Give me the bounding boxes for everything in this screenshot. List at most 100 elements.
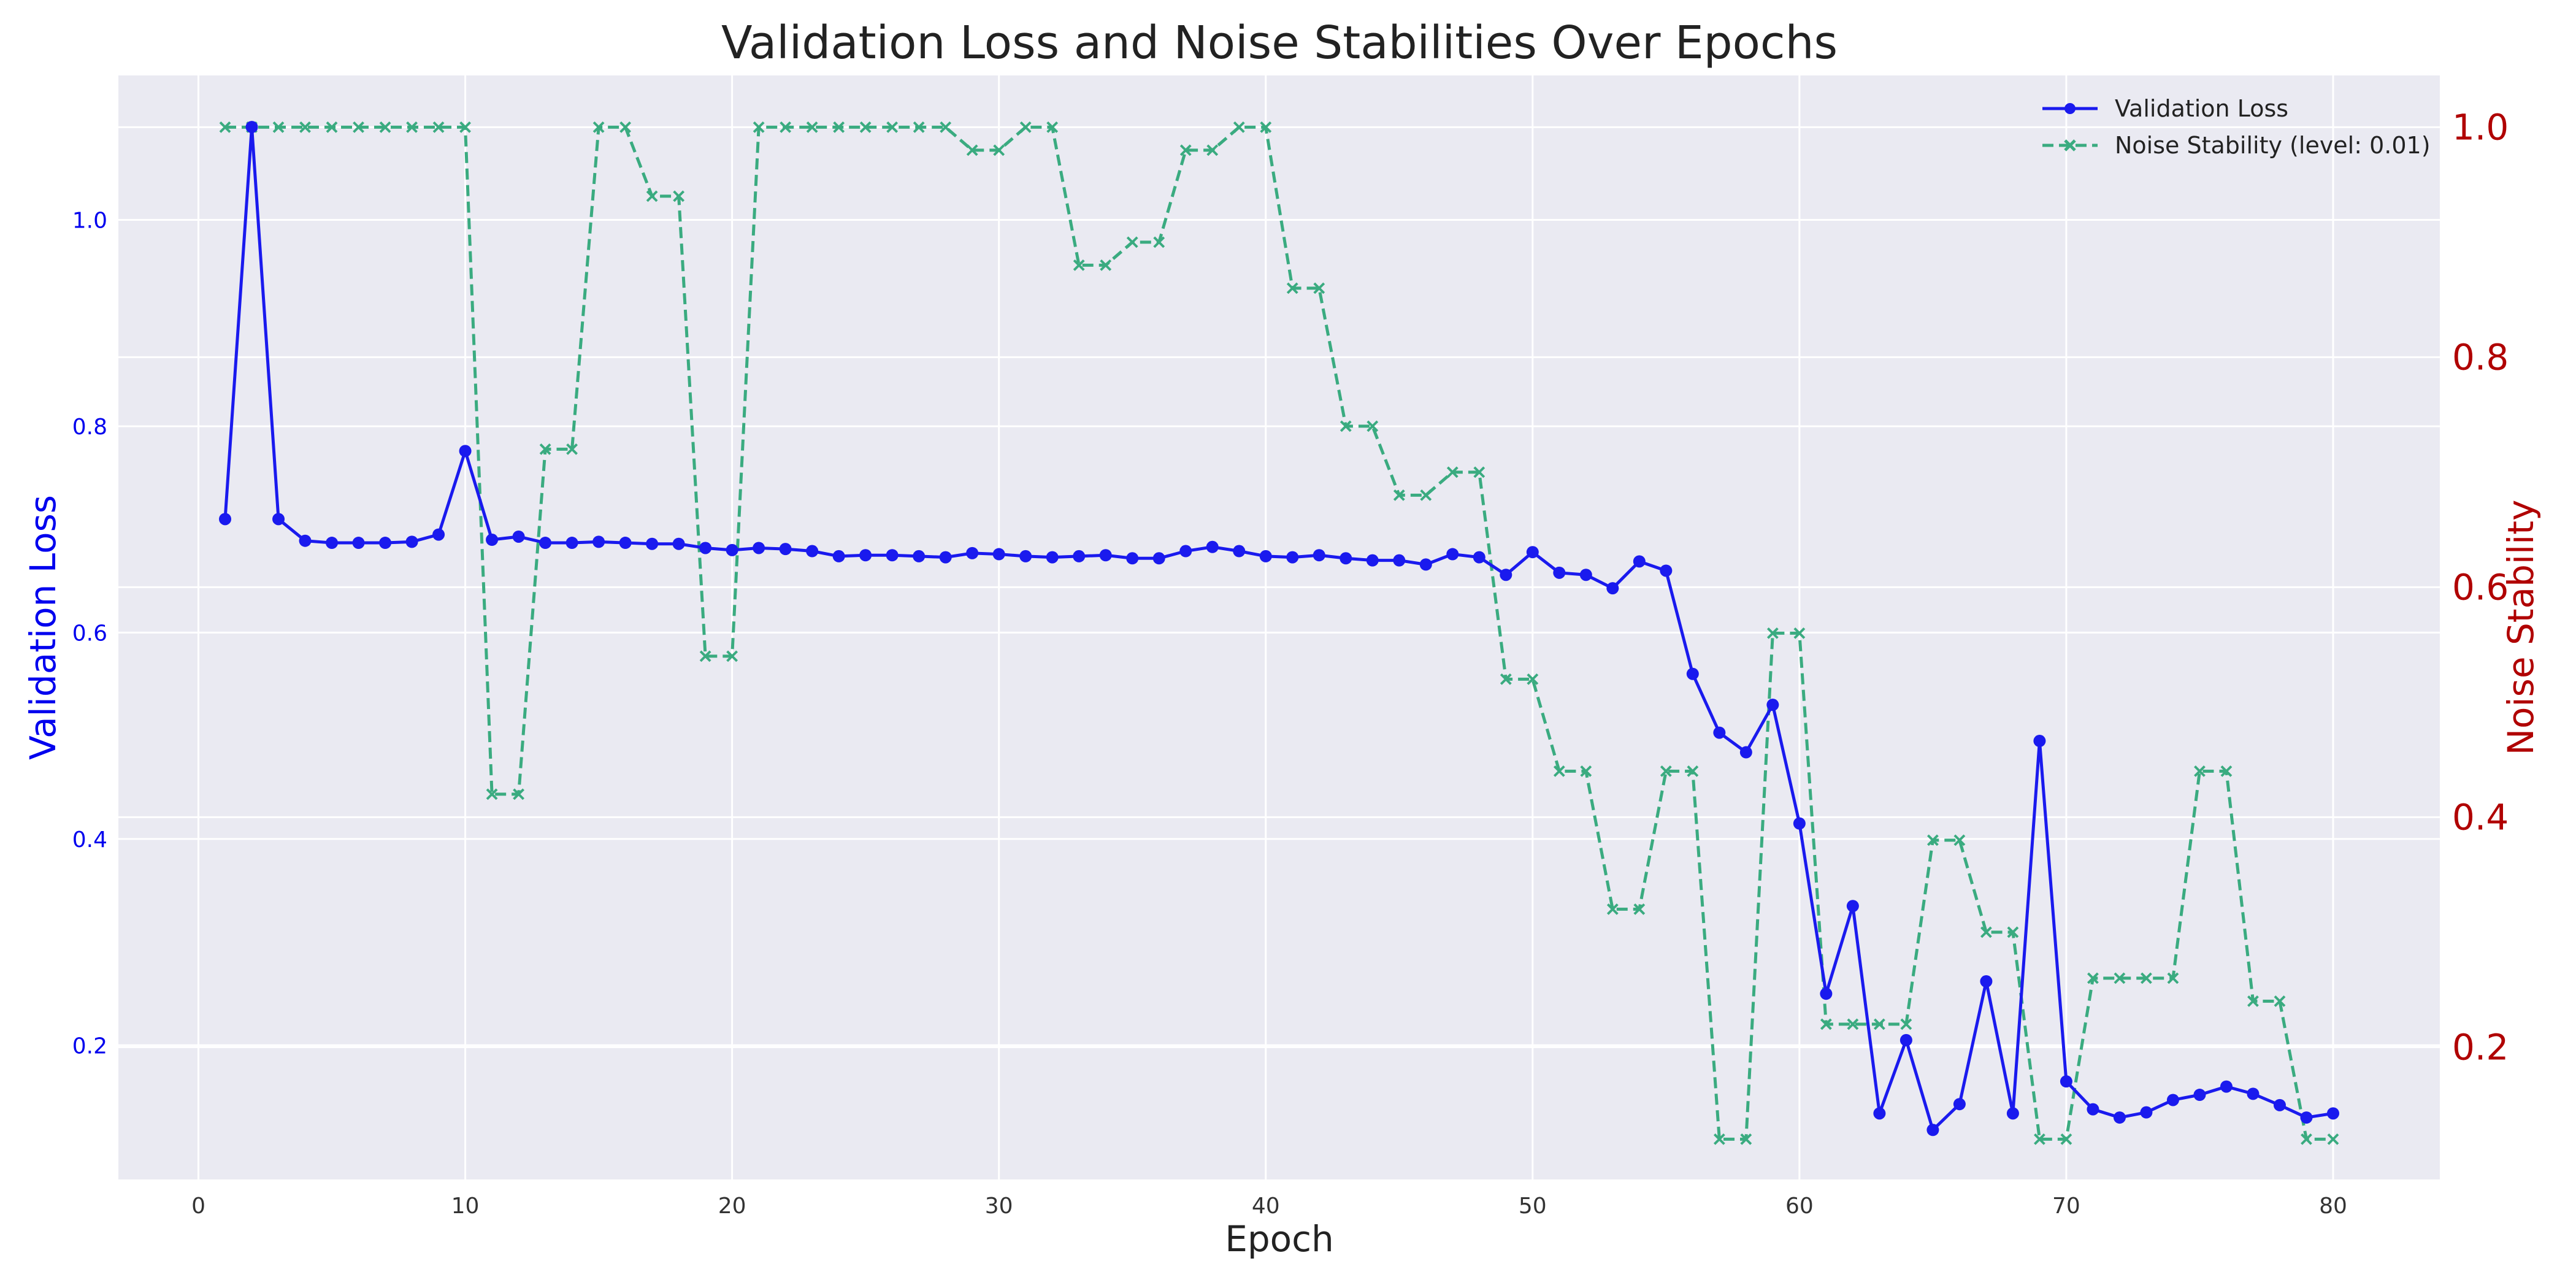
x-tick-label: 10 bbox=[451, 1194, 480, 1219]
data-point-validation-loss bbox=[1606, 582, 1619, 595]
data-point-noise-stability bbox=[219, 121, 231, 133]
y-axis-right-label: Noise Stability bbox=[2500, 500, 2542, 756]
data-point-validation-loss bbox=[2273, 1098, 2286, 1111]
data-point-validation-loss bbox=[1179, 545, 1192, 558]
data-point-noise-stability bbox=[1500, 673, 1512, 685]
data-point-validation-loss bbox=[1793, 817, 1806, 830]
data-point-validation-loss bbox=[2087, 1103, 2099, 1116]
data-point-validation-loss bbox=[1446, 548, 1459, 561]
data-point-noise-stability bbox=[966, 144, 978, 156]
data-point-validation-loss bbox=[432, 528, 445, 541]
data-point-validation-loss bbox=[1766, 699, 1779, 711]
data-point-noise-stability bbox=[1367, 420, 1379, 432]
data-point-noise-stability bbox=[1900, 1018, 1912, 1030]
data-point-noise-stability bbox=[886, 121, 899, 133]
tick-labels: 0 10 20 30 40 50 60 70 80 0.2 0.4 0.6 0.8 1.0 0.2 0.4 0.… bbox=[72, 106, 2509, 1219]
data-point-noise-stability bbox=[272, 121, 285, 133]
data-point-noise-stability bbox=[1313, 282, 1325, 294]
data-point-validation-loss bbox=[2220, 1080, 2233, 1093]
y-right-tick-label: 1.0 bbox=[2452, 106, 2509, 148]
legend-validation-loss-label: Validation Loss bbox=[2115, 95, 2288, 122]
data-point-noise-stability bbox=[2274, 995, 2286, 1007]
data-point-noise-stability bbox=[1446, 466, 1459, 478]
data-point-noise-stability bbox=[1019, 121, 1032, 133]
data-point-validation-loss bbox=[1660, 564, 1673, 577]
data-point-validation-loss bbox=[2193, 1089, 2206, 1102]
data-point-validation-loss bbox=[2166, 1094, 2179, 1106]
data-point-noise-stability bbox=[1740, 1133, 1752, 1145]
data-point-validation-loss bbox=[806, 545, 819, 558]
data-point-noise-stability bbox=[673, 190, 685, 202]
data-point-validation-loss bbox=[726, 543, 738, 556]
series-line-noise-stability bbox=[225, 125, 2333, 1141]
data-point-validation-loss bbox=[1286, 551, 1299, 564]
data-point-noise-stability bbox=[1793, 627, 1806, 639]
data-point-validation-loss bbox=[1259, 550, 1272, 562]
data-point-validation-loss bbox=[939, 551, 952, 564]
data-point-validation-loss bbox=[2247, 1087, 2260, 1100]
data-point-validation-loss bbox=[379, 537, 392, 550]
data-point-validation-loss bbox=[219, 513, 232, 526]
data-point-validation-loss bbox=[646, 537, 659, 550]
data-point-validation-loss bbox=[405, 535, 418, 548]
data-point-noise-stability bbox=[1527, 673, 1539, 685]
data-point-noise-stability bbox=[1766, 627, 1779, 639]
data-point-noise-stability bbox=[2301, 1133, 2312, 1145]
data-point-validation-loss bbox=[2060, 1075, 2072, 1088]
y-left-tick-label: 0.6 bbox=[72, 621, 107, 646]
data-point-noise-stability bbox=[2194, 765, 2206, 777]
y-left-tick-label: 1.0 bbox=[72, 209, 107, 234]
data-point-noise-stability bbox=[2060, 1133, 2072, 1145]
legend-noise-stability-label: Noise Stability (level: 0.01) bbox=[2115, 132, 2431, 159]
data-point-validation-loss bbox=[272, 513, 285, 526]
data-point-validation-loss bbox=[1206, 540, 1219, 553]
data-point-noise-stability bbox=[1126, 236, 1138, 248]
data-point-noise-stability bbox=[299, 121, 311, 133]
chart-title: Validation Loss and Noise Stabilities Ov… bbox=[721, 17, 1838, 69]
data-point-noise-stability bbox=[1046, 121, 1059, 133]
data-point-validation-loss bbox=[1553, 566, 1566, 579]
data-point-validation-loss bbox=[1526, 546, 1539, 559]
data-point-validation-loss bbox=[1500, 569, 1512, 581]
data-point-validation-loss bbox=[1099, 549, 1112, 562]
data-point-noise-stability bbox=[1260, 121, 1272, 133]
data-point-noise-stability bbox=[1233, 121, 1245, 133]
data-point-noise-stability bbox=[379, 121, 391, 133]
y-left-tick-label: 0.8 bbox=[72, 415, 107, 440]
data-point-validation-loss bbox=[1686, 667, 1699, 680]
data-point-validation-loss bbox=[1980, 975, 1993, 988]
data-point-noise-stability bbox=[1633, 903, 1646, 915]
data-point-noise-stability bbox=[459, 121, 471, 133]
x-tick-label: 40 bbox=[1252, 1194, 1280, 1219]
data-point-noise-stability bbox=[1687, 765, 1699, 777]
data-point-validation-loss bbox=[1019, 550, 1032, 562]
data-point-noise-stability bbox=[833, 121, 845, 133]
data-point-validation-loss bbox=[1233, 545, 1246, 558]
y-right-tick-label: 0.4 bbox=[2452, 796, 2509, 838]
data-point-validation-loss bbox=[1073, 550, 1086, 562]
data-point-validation-loss bbox=[1953, 1098, 1966, 1111]
data-point-validation-loss bbox=[966, 546, 979, 559]
plot-area bbox=[118, 75, 2440, 1179]
data-point-validation-loss bbox=[299, 534, 312, 547]
data-point-validation-loss bbox=[1393, 554, 1406, 567]
data-point-noise-stability bbox=[1393, 489, 1405, 501]
data-point-validation-loss bbox=[539, 537, 552, 550]
data-point-noise-stability bbox=[806, 121, 818, 133]
data-point-validation-loss bbox=[486, 534, 499, 546]
data-point-noise-stability bbox=[486, 788, 498, 800]
x-tick-label: 60 bbox=[1785, 1194, 1814, 1219]
data-point-noise-stability bbox=[1473, 466, 1485, 478]
x-tick-label: 80 bbox=[2319, 1194, 2347, 1219]
data-point-noise-stability bbox=[2167, 972, 2179, 984]
data-point-noise-stability bbox=[646, 190, 658, 202]
data-point-validation-loss bbox=[459, 445, 472, 458]
data-point-noise-stability bbox=[1953, 834, 1966, 846]
data-point-validation-loss bbox=[352, 537, 365, 550]
data-point-noise-stability bbox=[1847, 1018, 1859, 1030]
data-point-noise-stability bbox=[1713, 1133, 1725, 1145]
data-point-validation-loss bbox=[2326, 1107, 2339, 1120]
data-point-validation-loss bbox=[1046, 551, 1059, 564]
x-tick-label: 0 bbox=[191, 1194, 205, 1219]
data-point-validation-loss bbox=[2113, 1111, 2126, 1124]
